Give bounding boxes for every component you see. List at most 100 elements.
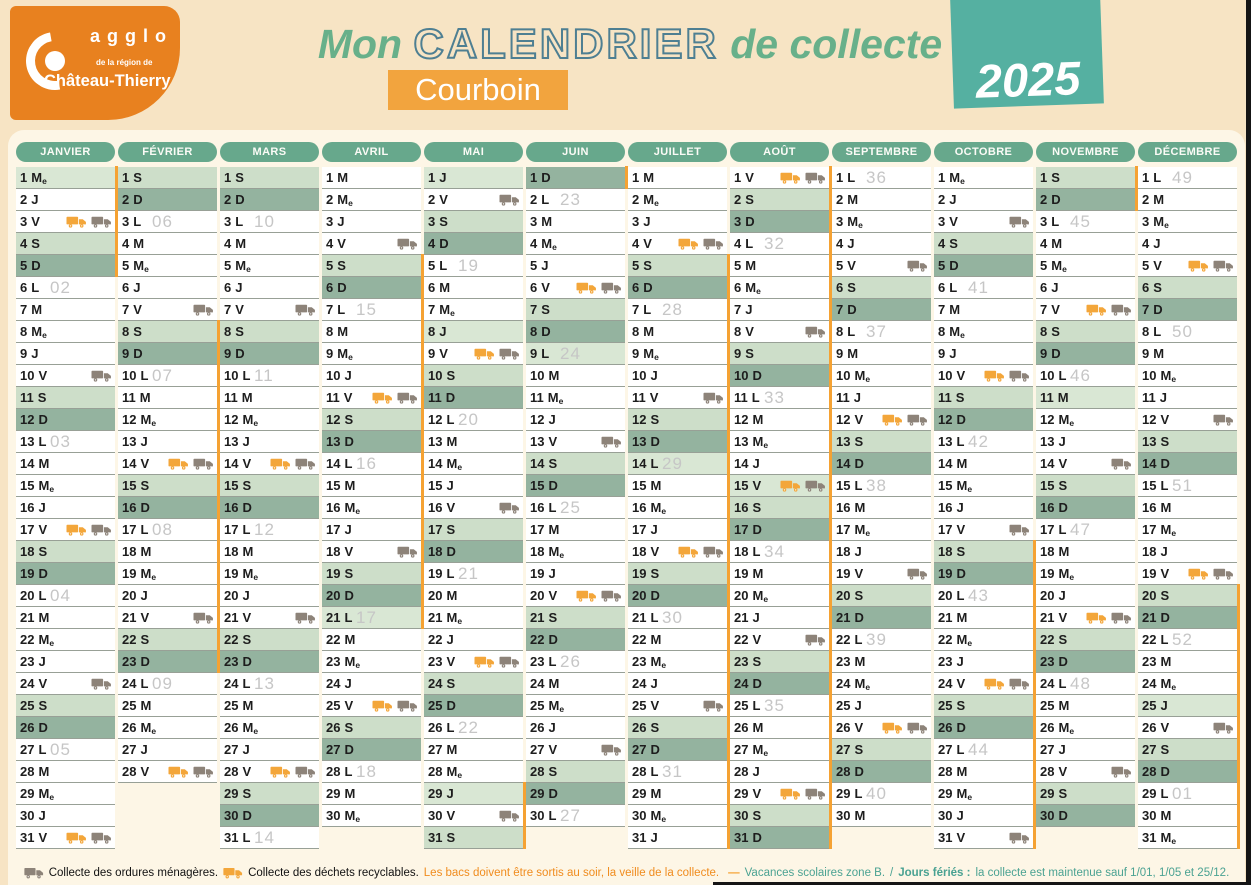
day-cell: 20 S (832, 585, 931, 607)
day-cell: 14 Me (424, 453, 523, 475)
day-number: 7 (1040, 302, 1048, 317)
weekday-letter: L (541, 346, 550, 361)
weekday-letter: J (344, 522, 352, 537)
legend-vacances: Vacances scolaires zone B. (744, 867, 886, 879)
collection-icons (474, 656, 523, 668)
day-number: 17 (224, 522, 239, 537)
day-cell: 27 J (220, 739, 319, 761)
day-number: 1 (530, 170, 538, 185)
week-number: 22 (458, 718, 479, 737)
collection-icons (1213, 414, 1237, 426)
day-cell: 30 M (832, 805, 931, 827)
day-cell: 12 Me (118, 408, 220, 431)
weekday-letter: D (752, 522, 762, 537)
weekday-letter: Me (949, 324, 965, 340)
day-cell: 26 D (934, 716, 1036, 739)
day-number: 15 (734, 478, 749, 493)
day-cell: 14 L 29 (628, 452, 730, 475)
day-number: 16 (428, 500, 443, 515)
day-number: 28 (734, 764, 749, 779)
month-header: MAI (424, 142, 523, 162)
weekday-letter: L (242, 830, 251, 845)
day-cell: 21 D (1138, 606, 1240, 629)
weekday-letter: L (847, 170, 856, 185)
weekday-letter: V (140, 610, 150, 625)
day-cell: 20 D (628, 584, 730, 607)
weekday-letter: Me (235, 258, 251, 274)
day-number: 7 (1142, 302, 1150, 317)
month-column: SEPTEMBRE 1 L 36 2 M 3 Me 4 J 5 V 6 S 7 D 8 L 37 9 M 10 Me 11 J 1… (832, 142, 931, 849)
weekday-letter: M (446, 434, 458, 449)
day-number: 11 (326, 390, 340, 405)
day-number: 5 (1040, 258, 1048, 273)
month-header: JUIN (526, 142, 625, 162)
day-cell: 27 S (1138, 738, 1240, 761)
weekday-letter: J (446, 786, 454, 801)
day-cell: 10 J (628, 364, 730, 387)
day-cell: 28 D (832, 761, 931, 783)
day-cell: 24 L 09 (118, 673, 217, 695)
day-cell: 10 J (322, 364, 424, 387)
day-cell: 29 M (322, 783, 421, 805)
weekday-letter: S (643, 258, 652, 273)
week-number: 51 (1172, 476, 1193, 495)
day-number: 11 (530, 390, 544, 405)
weekday-letter: J (949, 346, 957, 361)
week-number: 14 (254, 828, 275, 847)
weekday-letter: Me (548, 544, 565, 560)
day-number: 6 (122, 280, 130, 295)
weekday-letter: Me (548, 698, 565, 714)
household-waste-truck-icon (601, 436, 621, 448)
day-cell: 20 J (220, 585, 319, 607)
weekday-letter: L (956, 742, 965, 757)
day-cell: 12 M (730, 408, 832, 431)
year-banner: 2025 (950, 0, 1104, 109)
day-number: 30 (1142, 808, 1157, 823)
weekday-letter: S (752, 808, 762, 823)
day-number: 17 (122, 522, 137, 537)
day-cell: 16 V (424, 497, 523, 519)
weekday-letter: J (752, 610, 760, 625)
title-pre: Mon (317, 21, 414, 67)
weekday-letter: L (956, 434, 965, 449)
recyclables-truck-icon (474, 656, 494, 668)
day-number: 16 (1040, 500, 1055, 515)
weekday-letter: V (650, 698, 660, 713)
day-number: 5 (20, 258, 28, 273)
weekday-letter: D (847, 302, 857, 317)
household-waste-truck-icon (499, 502, 519, 514)
day-cell: 6 Me (730, 276, 832, 299)
weekday-letter: L (1153, 170, 1162, 185)
household-waste-truck-icon (601, 590, 621, 602)
weekday-letter: Me (643, 346, 659, 362)
weekday-letter: V (446, 500, 456, 515)
day-cell: 25 V (628, 694, 730, 717)
day-number: 12 (734, 412, 749, 427)
day-cell: 10 V (16, 365, 115, 387)
collection-icons (1086, 304, 1135, 316)
day-number: 9 (224, 346, 232, 361)
weekday-letter: M (242, 544, 254, 559)
weekday-letter: M (235, 236, 247, 251)
day-cell: 31 Me (1138, 826, 1240, 849)
week-number: 49 (1172, 168, 1193, 187)
day-cell: 22 S (1036, 629, 1135, 651)
weekday-letter: V (643, 236, 652, 251)
day-number: 11 (428, 390, 442, 405)
day-number: 5 (836, 258, 844, 273)
day-number: 27 (734, 742, 749, 757)
day-number: 2 (326, 192, 334, 207)
day-number: 26 (938, 720, 953, 735)
day-cell: 16 D (118, 496, 220, 519)
day-cell: 28 M (934, 760, 1036, 783)
weekday-letter: V (439, 192, 448, 207)
day-number: 24 (224, 676, 239, 691)
day-cell: 16 D (1036, 497, 1135, 519)
